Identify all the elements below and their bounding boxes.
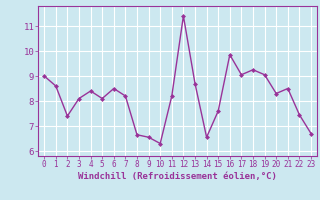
X-axis label: Windchill (Refroidissement éolien,°C): Windchill (Refroidissement éolien,°C) xyxy=(78,172,277,181)
